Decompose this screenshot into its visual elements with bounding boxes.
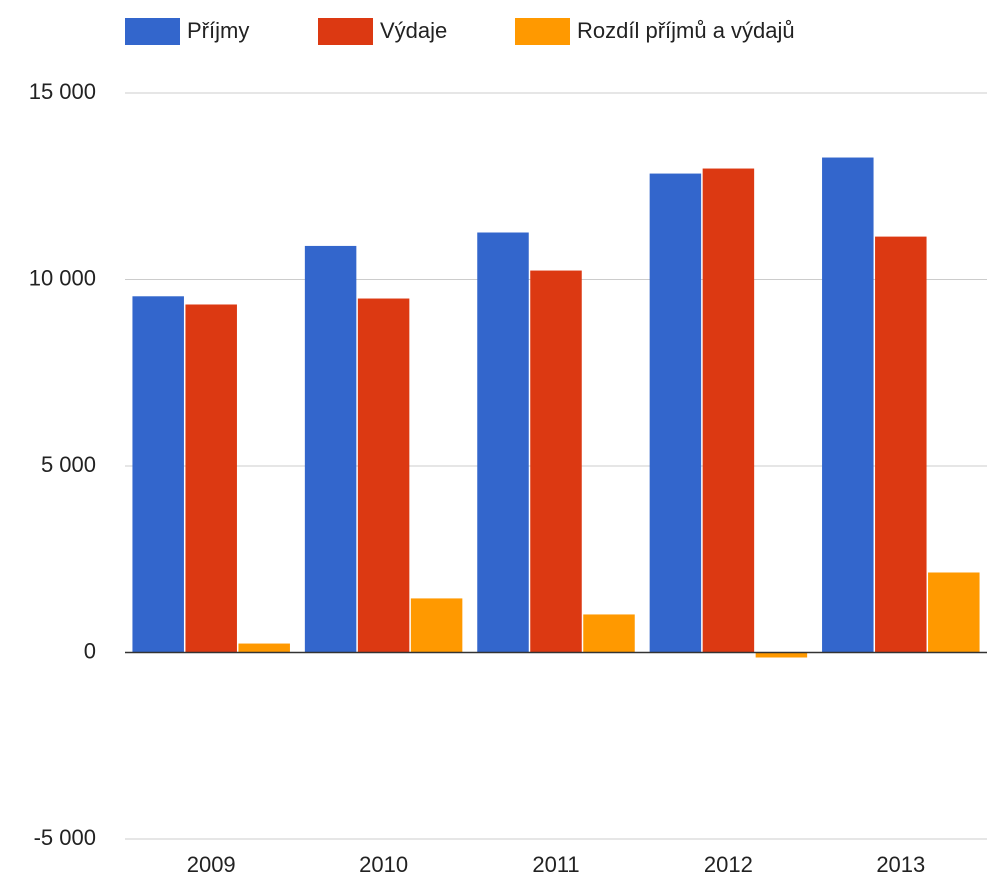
bar	[185, 304, 237, 653]
legend-label: Příjmy	[187, 18, 249, 43]
x-tick-label: 2013	[876, 852, 925, 877]
bar	[822, 157, 874, 653]
bar	[702, 168, 755, 653]
y-tick-label: 0	[84, 638, 96, 663]
bar	[477, 232, 529, 653]
bar	[357, 298, 410, 653]
y-tick-label: -5 000	[34, 825, 96, 850]
y-tick-label: 15 000	[29, 79, 96, 104]
y-tick-label: 5 000	[41, 452, 96, 477]
bar	[755, 652, 808, 658]
x-tick-label: 2010	[359, 852, 408, 877]
bar	[238, 643, 290, 653]
bar	[304, 245, 357, 653]
legend-swatch	[318, 18, 373, 45]
legend-swatch	[125, 18, 180, 45]
bar	[132, 296, 184, 653]
bar	[530, 270, 582, 653]
legend-label: Výdaje	[380, 18, 447, 43]
x-tick-label: 2009	[187, 852, 236, 877]
y-tick-label: 10 000	[29, 265, 96, 290]
legend-label: Rozdíl příjmů a výdajů	[577, 18, 795, 43]
bar	[410, 598, 463, 653]
legend-swatch	[515, 18, 570, 45]
x-tick-label: 2011	[532, 852, 579, 877]
x-tick-label: 2012	[704, 852, 753, 877]
bar	[928, 572, 980, 653]
bar	[583, 614, 635, 653]
bar	[649, 173, 702, 653]
bar	[875, 236, 927, 653]
